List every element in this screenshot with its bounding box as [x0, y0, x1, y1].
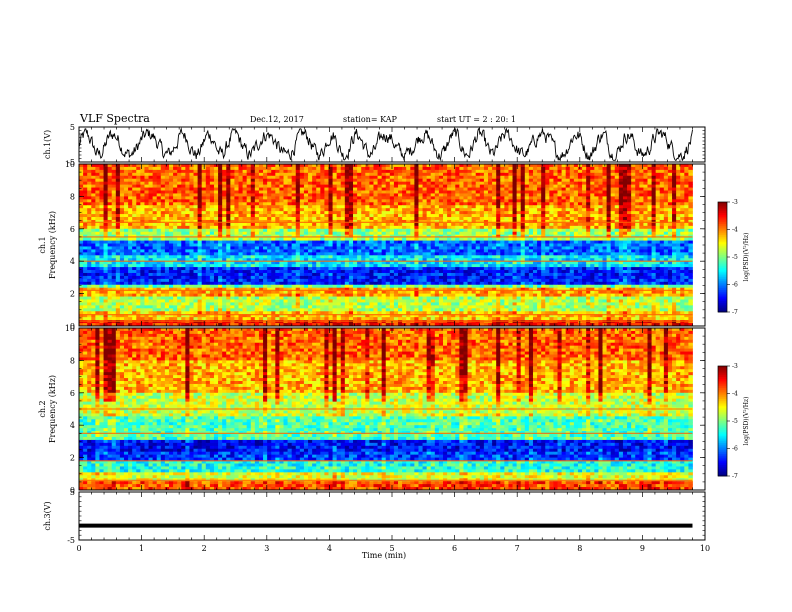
y-tick-label: 4 [70, 421, 75, 430]
y-tick-label: 2 [70, 290, 75, 299]
start-time-label: start UT = 2 : 20: 1 [437, 115, 516, 124]
y-axis-label: ch.2Frequency (kHz) [38, 375, 57, 443]
colorbar-tick-label: -6 [732, 446, 738, 453]
colorbar-tick-label: -5 [732, 418, 738, 425]
x-tick-label: 3 [264, 544, 269, 553]
y-tick-label: 5 [70, 123, 75, 132]
ch3-waveform-panel: 5 -5 ch.3(V) [43, 488, 706, 545]
x-tick-label: 10 [700, 544, 710, 553]
colorbar-tick-label: -5 [732, 254, 738, 261]
x-tick-label: 4 [327, 544, 332, 553]
y-tick-label: 10 [65, 324, 75, 333]
ch1-waveform-trace [78, 127, 693, 162]
y-tick-label: 5 [70, 488, 75, 497]
colorbar-tick-label: -7 [732, 309, 738, 316]
colorbar-tick-label: -3 [732, 199, 738, 206]
x-tick-label: 2 [202, 544, 207, 553]
y-axis-label: ch.3(V) [43, 501, 52, 530]
ch2-colorbar: -3 -4 -5 -6 -7 log(PSD)(V²/Hz) [717, 363, 750, 480]
date-label: Dec.12, 2017 [250, 115, 304, 124]
panel-frame [78, 491, 706, 541]
y-tick-label: 10 [65, 160, 75, 169]
y-tick-label: 8 [70, 192, 75, 201]
x-tick-label: 6 [452, 544, 457, 553]
x-tick-label: 0 [76, 544, 81, 553]
x-tick-label: 8 [577, 544, 582, 553]
y-axis-label: ch.1Frequency (kHz) [38, 211, 57, 279]
y-tick-label: -5 [67, 158, 75, 167]
colorbar-tick-label: -6 [732, 282, 738, 289]
x-axis-label: Time (min) [362, 551, 406, 560]
spectrogram-image [79, 164, 693, 327]
colorbar-tick-label: -4 [732, 391, 738, 398]
y-tick-label: 4 [70, 257, 75, 266]
colorbar-tick-label: -3 [732, 363, 738, 370]
y-tick-label: 6 [70, 389, 75, 398]
figure-title: VLF Spectra [79, 112, 150, 125]
colorbar-label: log(PSD)(V²/Hz) [743, 397, 750, 446]
ch1-spectrogram-panel: 0 2 4 6 8 10 ch.1Frequency (kHz) [38, 160, 706, 331]
x-tick-label: 5 [389, 544, 394, 553]
ch1-colorbar: -3 -4 -5 -6 -7 log(PSD)(V²/Hz) [717, 199, 750, 316]
ch2-spectrogram-panel: 0 2 4 6 8 10 ch.2Frequency (kHz) [38, 324, 706, 495]
x-tick-label: 1 [139, 544, 144, 553]
station-label: station= KAP [343, 115, 398, 124]
colorbar-tick-label: -4 [732, 227, 738, 234]
colorbar-tick-label: -7 [732, 473, 738, 480]
colorbar-label: log(PSD)(V²/Hz) [743, 233, 750, 282]
y-tick-label: 0 [70, 322, 75, 331]
y-tick-label: 8 [70, 356, 75, 365]
x-tick-label: 7 [515, 544, 520, 553]
y-axis-label: ch.1(V) [43, 130, 52, 159]
x-tick-label: 9 [640, 544, 645, 553]
ch1-waveform-panel: 5 -5 ch.1(V) [43, 123, 706, 167]
y-tick-label: 0 [70, 486, 75, 495]
time-axis: 0 1 2 3 4 5 6 7 8 9 10 Time (min) [76, 544, 710, 560]
y-tick-label: -5 [67, 536, 75, 545]
y-tick-label: 2 [70, 454, 75, 463]
y-tick-label: 6 [70, 225, 75, 234]
